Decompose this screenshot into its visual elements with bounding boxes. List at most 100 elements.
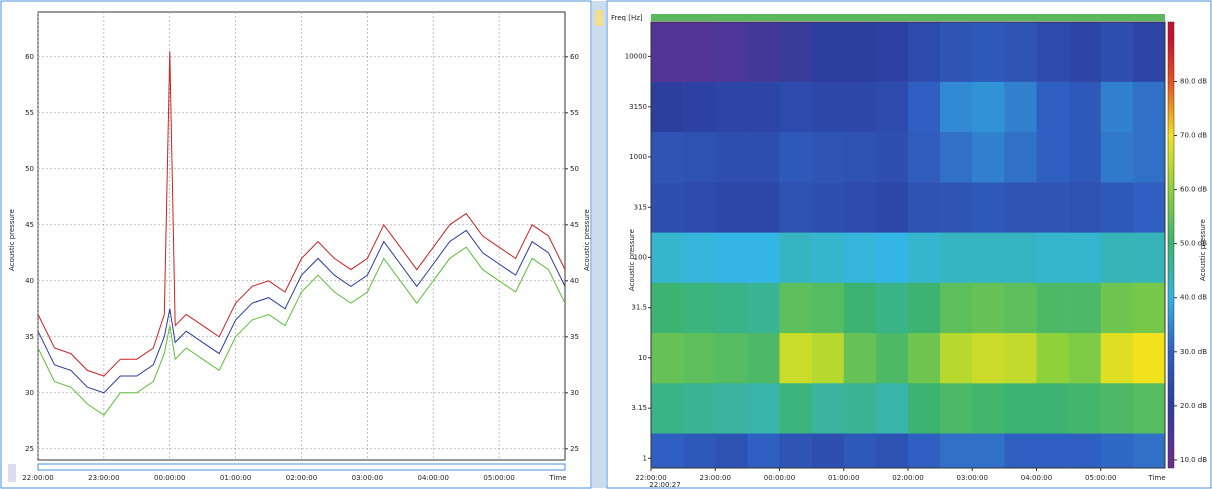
x-tick-label: 05:00:00: [483, 474, 514, 482]
heatmap-cell: [780, 433, 812, 468]
heatmap-cell: [1037, 232, 1069, 283]
x-tick-label: 22:00:00: [22, 474, 53, 482]
heatmap-cell: [715, 82, 747, 133]
heatmap-cell: [1069, 383, 1101, 434]
heatmap-cell: [1101, 383, 1133, 434]
heatmap-cell: [651, 22, 683, 82]
heatmap-cell: [1037, 433, 1069, 468]
heatmap-cell: [844, 22, 876, 82]
heatmap-cell: [651, 132, 683, 183]
heatmap-cell: [651, 82, 683, 133]
heatmap-cell: [1101, 333, 1133, 384]
heatmap-cell: [651, 232, 683, 283]
heatmap-cell: [972, 22, 1004, 82]
heatmap-cell: [715, 383, 747, 434]
heatmap-cell: [715, 132, 747, 183]
heatmap-cell: [715, 433, 747, 468]
heatmap-cell: [1069, 232, 1101, 283]
scroll-buttons[interactable]: [8, 464, 16, 482]
heatmap-cell: [940, 383, 972, 434]
y2-tick-label: 60: [570, 53, 579, 61]
x-tick-label: 03:00:00: [957, 474, 988, 482]
heatmap-cell: [683, 433, 715, 468]
heatmap-cell: [780, 383, 812, 434]
heatmap-cell: [651, 333, 683, 384]
x-tick-label: 05:00:00: [1085, 474, 1116, 482]
y-tick-label: 45: [25, 221, 34, 229]
heatmap-cell: [908, 283, 940, 334]
splitter-handle[interactable]: [595, 10, 603, 26]
heatmap-cell: [908, 383, 940, 434]
heatmap-cell: [1037, 333, 1069, 384]
heatmap-cell: [1004, 22, 1036, 82]
heatmap-cell: [972, 232, 1004, 283]
heatmap-cell: [780, 22, 812, 82]
heatmap-cell: [812, 333, 844, 384]
heatmap-cell: [651, 383, 683, 434]
heatmap-cell: [747, 383, 779, 434]
y-tick-label: 10000: [625, 52, 647, 60]
heatmap-cell: [780, 232, 812, 283]
heatmap-cell: [747, 283, 779, 334]
heatmap-cell: [1004, 82, 1036, 133]
x-tick-label: 01:00:00: [220, 474, 251, 482]
y-tick-label: 3150: [629, 103, 647, 111]
heatmap-cell: [1101, 232, 1133, 283]
x-tick-label: 02:00:00: [892, 474, 923, 482]
y-tick-label: 35: [25, 333, 34, 341]
colorbar-label: Acoustic pressure: [1199, 219, 1207, 281]
heatmap-cell: [1037, 383, 1069, 434]
heatmap-cell: [876, 182, 908, 233]
heatmap-cell: [844, 383, 876, 434]
heatmap-cell: [1101, 182, 1133, 233]
splitter[interactable]: [592, 1, 606, 488]
y2-label: Acoustic pressure: [583, 209, 591, 271]
heatmap-cell: [1133, 132, 1165, 183]
heatmap-cell: [908, 333, 940, 384]
heatmap-cell: [1101, 283, 1133, 334]
heatmap-cell: [780, 283, 812, 334]
heatmap-cell: [683, 22, 715, 82]
heatmap-cell: [940, 182, 972, 233]
colorbar-tick-label: 10.0 dB: [1180, 456, 1207, 464]
heatmap-cell: [1037, 283, 1069, 334]
y-tick-label: 60: [25, 53, 34, 61]
heatmap-cell: [1133, 182, 1165, 233]
y-tick-label: 30: [25, 389, 34, 397]
heatmap-cell: [876, 132, 908, 183]
heatmap-cell: [651, 182, 683, 233]
x-tick-label: 04:00:00: [1021, 474, 1052, 482]
colorbar-tick-label: 30.0 dB: [1180, 348, 1207, 356]
heatmap-cell: [940, 433, 972, 468]
heatmap-cell: [844, 232, 876, 283]
heatmap-cell: [780, 333, 812, 384]
heatmap-cell: [651, 433, 683, 468]
heatmap-cell: [876, 283, 908, 334]
x-tick-label: 03:00:00: [352, 474, 383, 482]
heatmap-cell: [908, 22, 940, 82]
heatmap-cell: [844, 283, 876, 334]
heatmap-cell: [683, 383, 715, 434]
heatmap-cell: [812, 82, 844, 133]
heatmap-cell: [1004, 283, 1036, 334]
x-tick-label: 02:00:00: [286, 474, 317, 482]
heatmap-cell: [1133, 82, 1165, 133]
heatmap-cell: [1101, 132, 1133, 183]
heatmap-cell: [780, 182, 812, 233]
heatmap-cell: [1133, 283, 1165, 334]
heatmap-cell: [683, 333, 715, 384]
y-tick-label: 100: [634, 253, 647, 261]
y-tick-label: 3.15: [631, 404, 647, 412]
colorbar-tick-label: 40.0 dB: [1180, 294, 1207, 302]
heatmap-cell: [940, 333, 972, 384]
colorbar-tick-label: 20.0 dB: [1180, 402, 1207, 410]
heatmap-cell: [1004, 333, 1036, 384]
heatmap-cell: [780, 82, 812, 133]
heatmap-cell: [972, 182, 1004, 233]
heatmap-cell: [747, 333, 779, 384]
heatmap-cell: [747, 433, 779, 468]
heatmap-cell: [940, 82, 972, 133]
colorbar-tick-label: 60.0 dB: [1180, 186, 1207, 194]
heatmap-cell: [683, 232, 715, 283]
heatmap-cell: [715, 22, 747, 82]
